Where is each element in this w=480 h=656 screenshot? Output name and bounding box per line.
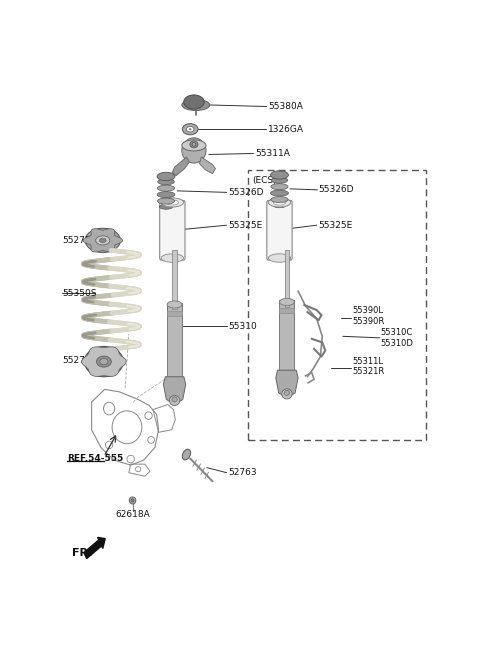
Ellipse shape [273, 203, 286, 208]
Ellipse shape [271, 184, 288, 190]
Ellipse shape [186, 127, 194, 132]
Ellipse shape [182, 140, 206, 151]
Ellipse shape [273, 200, 286, 205]
Ellipse shape [96, 236, 110, 245]
Ellipse shape [268, 254, 291, 262]
Ellipse shape [131, 499, 134, 502]
Text: 55310C
55310D: 55310C 55310D [381, 328, 414, 348]
Ellipse shape [182, 138, 206, 163]
Polygon shape [200, 157, 216, 174]
Text: 55273: 55273 [62, 236, 91, 245]
Ellipse shape [192, 142, 196, 146]
Ellipse shape [182, 449, 191, 460]
Ellipse shape [161, 254, 183, 262]
Ellipse shape [282, 389, 292, 399]
Ellipse shape [85, 228, 120, 253]
Bar [248, 170, 426, 440]
Ellipse shape [100, 359, 108, 365]
Ellipse shape [157, 173, 175, 180]
Ellipse shape [172, 397, 177, 402]
Text: 55310: 55310 [228, 321, 257, 331]
Bar [279, 308, 294, 313]
Bar [279, 300, 294, 370]
Text: 55272: 55272 [62, 356, 90, 365]
Bar [285, 251, 289, 306]
Polygon shape [172, 157, 190, 176]
Text: (ECS): (ECS) [252, 176, 277, 185]
Polygon shape [163, 377, 186, 405]
Ellipse shape [284, 390, 289, 396]
FancyBboxPatch shape [160, 201, 185, 260]
Text: 55350S: 55350S [62, 289, 96, 298]
FancyBboxPatch shape [267, 201, 292, 260]
Ellipse shape [279, 298, 294, 306]
Ellipse shape [157, 198, 175, 204]
Bar [167, 303, 182, 377]
Text: 55311A: 55311A [255, 149, 290, 158]
Ellipse shape [99, 238, 106, 243]
Text: 55311L
55321R: 55311L 55321R [352, 357, 384, 377]
Ellipse shape [161, 198, 183, 207]
Text: 1326GA: 1326GA [268, 125, 304, 134]
Ellipse shape [158, 178, 174, 185]
Text: 55325E: 55325E [228, 220, 263, 230]
Ellipse shape [96, 356, 111, 367]
Ellipse shape [268, 198, 291, 207]
Polygon shape [276, 370, 298, 398]
Polygon shape [83, 229, 122, 252]
Ellipse shape [190, 141, 198, 148]
Ellipse shape [169, 396, 180, 405]
Text: 55390L
55390R: 55390L 55390R [352, 306, 384, 326]
Ellipse shape [271, 171, 288, 179]
Ellipse shape [189, 128, 192, 131]
Ellipse shape [84, 346, 123, 377]
FancyArrow shape [84, 537, 105, 558]
Polygon shape [82, 347, 126, 377]
Polygon shape [279, 304, 294, 306]
Ellipse shape [166, 200, 179, 205]
Bar [172, 251, 177, 309]
Text: FR.: FR. [72, 548, 93, 558]
Text: 62618A: 62618A [115, 510, 150, 519]
Text: 52763: 52763 [228, 468, 257, 477]
Text: 55326D: 55326D [228, 188, 264, 197]
Ellipse shape [157, 185, 175, 192]
Text: 55380A: 55380A [268, 102, 303, 111]
Ellipse shape [271, 197, 288, 203]
Ellipse shape [182, 124, 198, 134]
Text: 55326D: 55326D [319, 186, 354, 194]
Ellipse shape [182, 100, 210, 111]
Ellipse shape [184, 95, 204, 109]
Polygon shape [167, 306, 182, 309]
Ellipse shape [271, 190, 288, 196]
Text: 55325E: 55325E [318, 220, 352, 230]
Text: REF.54-555: REF.54-555 [67, 454, 124, 463]
Ellipse shape [271, 177, 288, 183]
Bar [167, 310, 182, 316]
Ellipse shape [157, 192, 175, 197]
Ellipse shape [129, 497, 136, 504]
Ellipse shape [159, 204, 173, 209]
Ellipse shape [167, 301, 182, 308]
